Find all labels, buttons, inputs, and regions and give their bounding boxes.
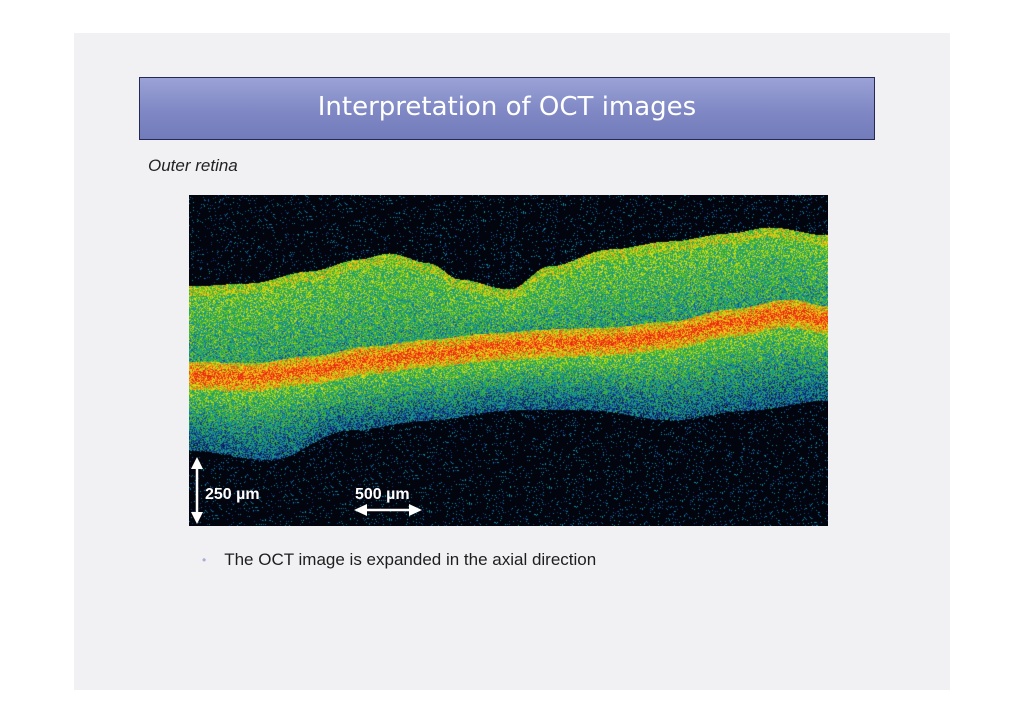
bullet-text: The OCT image is expanded in the axial d… [224, 550, 597, 569]
bullet-item: • The OCT image is expanded in the axial… [202, 550, 596, 570]
oct-scan-image: 250 µm 500 µm [189, 195, 828, 526]
oct-scan-canvas [189, 195, 828, 526]
scale-bars [191, 457, 422, 524]
bullet-marker: • [202, 553, 207, 567]
title-bar: Interpretation of OCT images [139, 77, 875, 140]
slide-subtitle: Outer retina [148, 156, 238, 175]
slide: Interpretation of OCT images Outer retin… [74, 33, 950, 690]
horizontal-scale-label: 500 µm [355, 486, 410, 503]
slide-title: Interpretation of OCT images [317, 91, 697, 122]
horizontal-scale-arrow [354, 504, 422, 516]
vertical-scale-label: 250 µm [205, 486, 260, 503]
vertical-scale-arrow [191, 457, 203, 524]
